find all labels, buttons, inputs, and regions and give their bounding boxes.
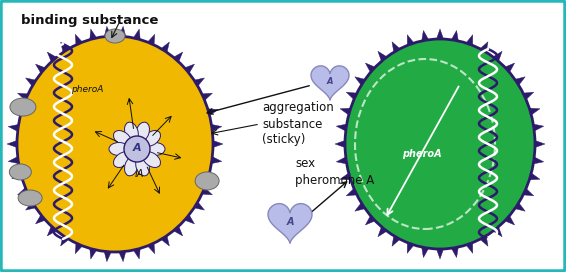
Polygon shape [366,216,375,225]
Ellipse shape [10,164,31,180]
Polygon shape [505,216,514,225]
Polygon shape [119,26,126,37]
Polygon shape [104,26,111,37]
Polygon shape [392,236,400,246]
Polygon shape [185,64,195,73]
Polygon shape [61,236,69,246]
Polygon shape [523,188,534,196]
Ellipse shape [18,190,42,206]
Polygon shape [8,124,19,131]
Polygon shape [422,247,428,258]
Polygon shape [515,77,525,85]
Polygon shape [366,63,375,72]
Polygon shape [7,141,17,147]
Polygon shape [436,29,444,39]
Polygon shape [134,248,140,259]
Polygon shape [208,172,218,179]
Polygon shape [480,42,488,52]
Polygon shape [466,35,473,45]
Ellipse shape [195,172,219,190]
Polygon shape [505,63,514,72]
Polygon shape [408,35,414,45]
Polygon shape [378,51,387,61]
Ellipse shape [105,29,125,43]
Text: binding substance: binding substance [22,14,158,27]
Ellipse shape [114,131,131,146]
Polygon shape [12,109,22,116]
Ellipse shape [143,131,161,146]
Ellipse shape [114,152,131,168]
Polygon shape [533,157,544,164]
Polygon shape [355,203,365,211]
Polygon shape [452,247,458,258]
Polygon shape [452,30,458,41]
Polygon shape [148,34,155,45]
Polygon shape [36,64,45,73]
Ellipse shape [136,156,149,176]
Polygon shape [336,124,346,131]
Polygon shape [48,52,57,62]
Polygon shape [493,227,502,237]
Polygon shape [346,188,357,196]
Polygon shape [173,226,183,236]
Polygon shape [194,78,204,86]
Polygon shape [493,51,502,61]
Text: iA: iA [134,169,144,179]
Polygon shape [346,92,357,100]
Polygon shape [36,215,45,224]
Polygon shape [523,92,534,100]
Polygon shape [202,188,212,195]
Polygon shape [208,109,218,116]
Polygon shape [202,93,212,100]
Polygon shape [25,78,36,86]
Ellipse shape [125,156,138,176]
Polygon shape [268,204,312,243]
Polygon shape [533,124,544,131]
Polygon shape [408,243,414,253]
Polygon shape [355,77,365,85]
Ellipse shape [345,39,535,249]
Polygon shape [194,202,204,210]
Ellipse shape [145,143,165,156]
Polygon shape [134,29,140,39]
Polygon shape [148,243,155,254]
Polygon shape [436,249,444,259]
Polygon shape [480,236,488,246]
Polygon shape [161,236,169,246]
Polygon shape [8,157,19,163]
Polygon shape [212,157,222,163]
Polygon shape [392,42,400,52]
Circle shape [124,136,150,162]
Polygon shape [12,172,22,179]
Polygon shape [61,42,69,52]
Polygon shape [185,215,195,224]
Polygon shape [378,227,387,237]
Polygon shape [75,243,83,254]
Ellipse shape [125,122,138,142]
Polygon shape [340,173,350,180]
Polygon shape [213,141,223,147]
Text: sex
pheromone A: sex pheromone A [295,157,374,187]
Polygon shape [335,141,345,147]
Text: pheroA: pheroA [402,149,442,159]
Ellipse shape [143,152,161,168]
Polygon shape [422,30,428,41]
Polygon shape [18,93,28,100]
Text: A: A [327,78,333,86]
Polygon shape [104,251,111,262]
Polygon shape [466,243,473,253]
Polygon shape [25,202,36,210]
Polygon shape [173,52,183,62]
Text: pheroA: pheroA [71,85,103,94]
Polygon shape [90,248,97,259]
Polygon shape [90,29,97,39]
Ellipse shape [17,36,213,252]
Polygon shape [48,226,57,236]
Polygon shape [529,108,540,115]
Polygon shape [515,203,525,211]
Polygon shape [18,188,28,195]
Polygon shape [340,108,350,115]
Polygon shape [336,157,346,164]
Polygon shape [119,251,126,262]
